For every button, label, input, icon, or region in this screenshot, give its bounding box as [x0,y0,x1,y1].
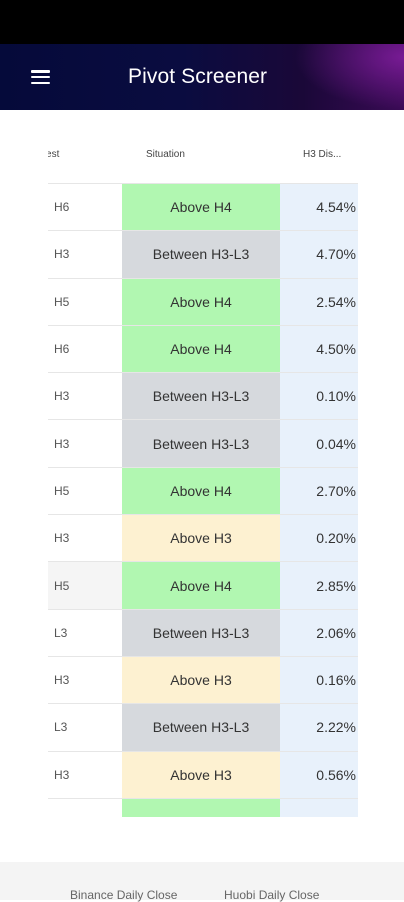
h3-distance-cell: 4.70% [280,231,358,278]
table-row[interactable]: H5 Above H4 2.54% [48,277,358,325]
interest-cell: H6 [54,200,70,215]
table-row[interactable]: H3 Between H3-L3 0.04% [48,419,358,467]
h3-distance-cell: 0.16% [280,656,358,704]
situation-cell: Above H4 [122,325,280,373]
h3-distance-cell: 2.85% [280,562,358,609]
table-row[interactable]: H3 Above H3 0.16% [48,655,358,704]
table-row[interactable]: H5 Above H4 2.85% [48,561,358,609]
interest-cell: H5 [48,562,122,609]
table-row[interactable]: H3 Above H3 0.56% [48,750,358,798]
interest-cell: H5 [48,799,122,817]
table-row[interactable]: H3 Between H3-L3 4.70% [48,230,358,278]
page-title: Pivot Screener [128,65,268,88]
situation-cell: Between H3-L3 [122,231,280,278]
interest-cell: H3 [54,247,70,262]
situation-cell: Above H3 [122,656,280,704]
table-row[interactable]: H5 Above H4 2.70% [48,466,358,515]
h3-distance-cell: 2.70% [280,467,358,515]
h3-distance-cell: 0.20% [280,515,358,562]
h3-distance-cell: 0.04% [280,420,358,467]
h3-distance-cell: 2.22% [280,704,358,751]
h3-distance-cell: 2.06% [280,609,358,656]
tab-binance-daily-close[interactable]: Binance Daily Close [70,888,178,902]
table-row[interactable]: L3 Between H3-L3 2.22% [48,703,358,751]
situation-cell: Between H3-L3 [122,609,280,656]
situation-cell: Above H4 [122,562,280,609]
situation-cell: Between H3-L3 [122,373,280,420]
situation-cell: Above H4 [122,184,280,231]
situation-cell: Above H4 [122,467,280,515]
table-header: Interest Situation H3 Dis... [48,130,358,184]
h3-distance-cell: 2.54% [280,278,358,325]
interest-cell: H3 [54,767,70,782]
header-interest[interactable]: Interest [48,149,60,160]
header-situation[interactable]: Situation [146,149,185,160]
table-row[interactable]: H6 Above H4 4.50% [48,324,358,373]
situation-cell: Above H4 [122,798,280,817]
tab-huobi-daily-close[interactable]: Huobi Daily Close [224,888,320,902]
interest-cell: L3 [54,720,68,735]
app-bar-glow [294,44,404,110]
bottom-spacer [0,817,404,862]
interest-cell: H3 [54,673,70,688]
situation-cell: Above H3 [122,751,280,798]
interest-cell: H3 [54,389,70,404]
table-row[interactable]: L3 Between H3-L3 2.06% [48,608,358,656]
situation-cell: Between H3-L3 [122,420,280,467]
h3-distance-cell: 2.91% [280,798,358,817]
table-row[interactable]: H6 Above H4 4.54% [48,183,358,231]
situation-cell: Between H3-L3 [122,704,280,751]
interest-cell: H3 [54,531,70,546]
app-bar [0,44,404,110]
header-h3-distance[interactable]: H3 Dis... [303,149,342,160]
situation-cell: Above H3 [122,515,280,562]
interest-cell: H5 [54,294,70,309]
status-bar [0,0,404,44]
situation-cell: Above H4 [122,278,280,325]
h3-distance-cell: 4.50% [280,325,358,373]
table-row[interactable]: H3 Between H3-L3 0.10% [48,372,358,420]
interest-cell: H5 [54,483,70,498]
interest-cell: L3 [54,625,68,640]
bottom-tab-bar [0,862,404,900]
h3-distance-cell: 0.56% [280,751,358,798]
table-body: H6 Above H4 4.54% H3 Between H3-L3 4.70% H5 Abo… [48,183,358,817]
interest-cell: H3 [54,436,70,451]
h3-distance-cell: 4.54% [280,184,358,231]
interest-cell: H6 [54,342,70,357]
h3-distance-cell: 0.10% [280,373,358,420]
table-row[interactable]: H3 Above H3 0.20% [48,514,358,562]
menu-icon[interactable] [31,70,50,85]
